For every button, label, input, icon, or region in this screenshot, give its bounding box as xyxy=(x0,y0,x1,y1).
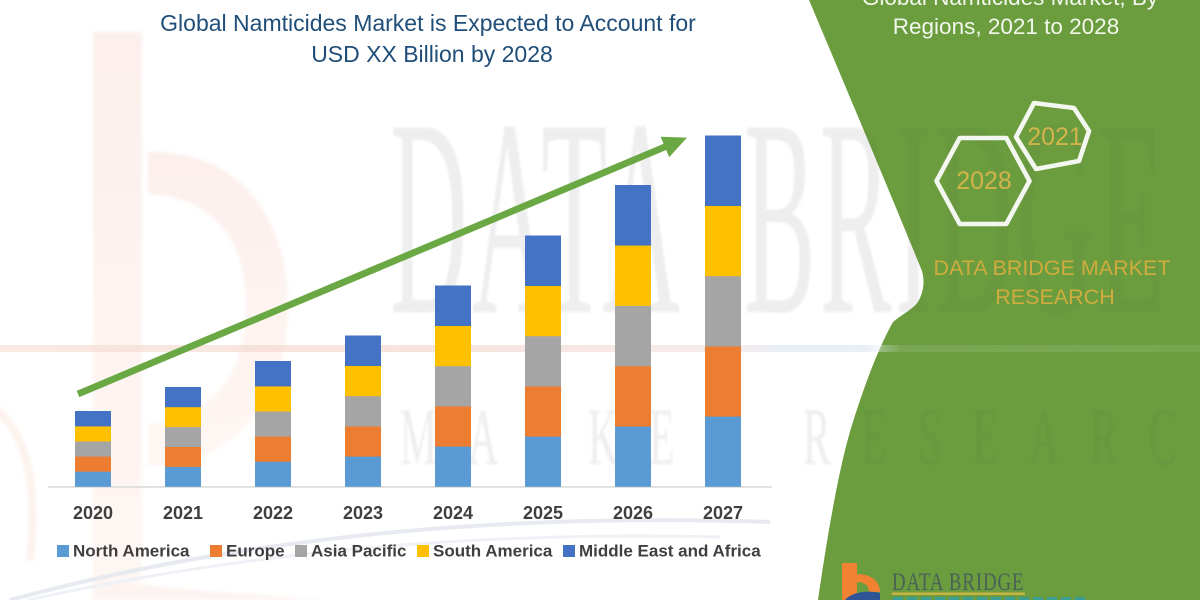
svg-text:Global Namticides Market is Ex: Global Namticides Market is Expected to … xyxy=(160,10,696,36)
svg-text:2025: 2025 xyxy=(523,503,563,523)
svg-text:2022: 2022 xyxy=(253,503,293,523)
svg-text:North America: North America xyxy=(73,542,190,561)
svg-text:Middle East and Africa: Middle East and Africa xyxy=(579,542,761,561)
svg-text:Europe: Europe xyxy=(226,542,285,561)
svg-text:South America: South America xyxy=(433,542,553,561)
svg-text:Asia Pacific: Asia Pacific xyxy=(311,542,406,561)
svg-text:2027: 2027 xyxy=(703,503,743,523)
svg-text:2021: 2021 xyxy=(1027,123,1083,151)
svg-text:USD XX Billion by 2028: USD XX Billion by 2028 xyxy=(311,41,553,67)
svg-text:2024: 2024 xyxy=(433,503,473,523)
svg-text:DATA BRIDGE: DATA BRIDGE xyxy=(892,567,1024,595)
svg-text:2026: 2026 xyxy=(613,503,653,523)
svg-text:2023: 2023 xyxy=(343,503,383,523)
svg-text:DATA BRIDGE MARKET: DATA BRIDGE MARKET xyxy=(934,256,1171,280)
svg-text:MARKET RESEARCH: MARKET RESEARCH xyxy=(400,391,1200,482)
svg-text:2028: 2028 xyxy=(956,167,1012,195)
svg-text:2021: 2021 xyxy=(163,503,203,523)
svg-text:Regions, 2021 to 2028: Regions, 2021 to 2028 xyxy=(893,14,1119,39)
svg-text:Global Namticides Market, By: Global Namticides Market, By xyxy=(862,0,1159,10)
svg-text:RESEARCH: RESEARCH xyxy=(995,285,1114,309)
svg-text:2020: 2020 xyxy=(73,503,113,523)
